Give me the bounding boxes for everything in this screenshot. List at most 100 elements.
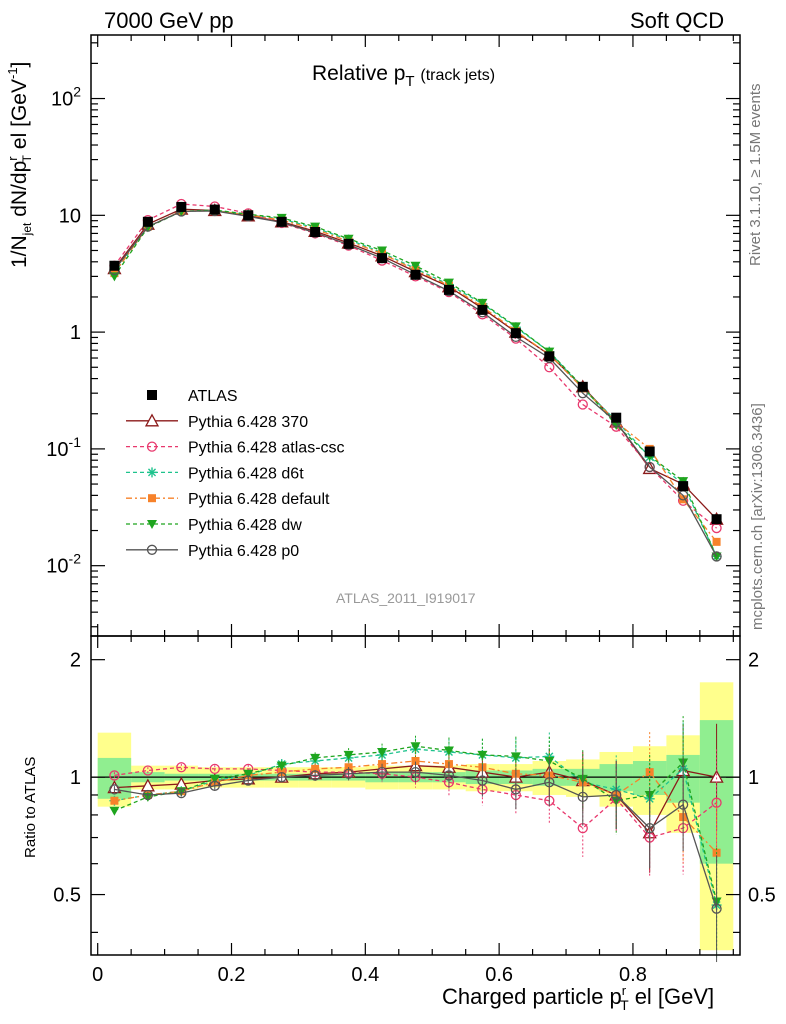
legend-label-pythia-6-428-default: Pythia 6.428 default (188, 491, 330, 508)
xlabel-sub: T (620, 997, 629, 1013)
legend-entry-pythia-6-428-370: Pythia 6.428 370 (126, 413, 308, 431)
ratio-point-pythia-6-428-atlas-csc (711, 797, 722, 808)
ratio-point-pythia-6-428-p0 (410, 766, 421, 778)
xlabel-a: Charged particle p (442, 984, 622, 1009)
ratio-point-pythia-6-428-p0 (376, 766, 388, 778)
data-point (577, 381, 588, 392)
ratio-point-pythia-6-428-p0 (644, 822, 655, 834)
legend-label-atlas: ATLAS (188, 388, 238, 405)
legend-marker-pythia-6-428-p0 (146, 544, 158, 555)
ratio-point-pythia-6-428-p0 (276, 771, 287, 783)
data-point (477, 304, 488, 315)
ratio-point-pythia-6-428-p0 (176, 787, 187, 799)
y-tick-label-10: 10 (59, 205, 81, 227)
ratio-point-pythia-6-428-default (311, 764, 320, 773)
ratio-point-pythia-6-428-p0 (611, 789, 622, 801)
ratio-point-pythia-6-428-p0 (577, 791, 588, 803)
x-tick-label: 0.2 (218, 964, 246, 986)
ratio-point-pythia-6-428-p0 (209, 780, 220, 791)
ratio-point-pythia-6-428-dw (209, 774, 220, 784)
legend-entry-atlas: ATLAS (147, 388, 238, 405)
y-tick-label-1e-2: 10-2 (46, 551, 81, 578)
ratio-point-pythia-6-428-p0 (142, 789, 154, 801)
ratio-ylabel: Ratio to ATLAS (22, 756, 39, 858)
ylabel-e: T (20, 155, 34, 163)
legend-marker-pythia-6-428-default (148, 494, 156, 503)
xlabel-sup: r (621, 983, 627, 998)
legend-label-pythia-6-428-p0: Pythia 6.428 p0 (188, 543, 299, 560)
data-point (243, 210, 254, 221)
title-main: Relative p (312, 62, 406, 85)
x-tick-label: 0.8 (619, 964, 647, 986)
x-tick-label: 0.4 (351, 964, 379, 986)
data-point (343, 238, 354, 249)
ratio-point-pythia-6-428-dw (243, 769, 254, 779)
data-point (510, 328, 521, 339)
rivet-label: Rivet 3.1.10, ≥ 1.5M events (747, 83, 764, 267)
ratio-point-pythia-6-428-dw (410, 742, 421, 752)
ratio-tick-label-right: 2 (748, 650, 759, 672)
data-point (109, 260, 120, 271)
data-point (678, 481, 689, 492)
plot-title: Relative pT (track jets) (312, 62, 496, 90)
title-suffix: (track jets) (420, 67, 496, 84)
ylabel-f: el [GeV (8, 79, 31, 150)
ratio-point-pythia-6-428-dw (343, 750, 354, 760)
data-point (611, 412, 622, 423)
x-tick-label: 0.6 (485, 964, 513, 986)
ylabel-b: jet (20, 222, 34, 236)
ratio-tick-label-right: 1 (748, 767, 759, 789)
ratio-point-pythia-6-428-p0 (544, 777, 555, 788)
ratio-point-pythia-6-428-p0 (677, 799, 689, 810)
ratio-point-pythia-6-428-dw (443, 746, 454, 756)
ratio-tick-label-left: 2 (70, 650, 81, 672)
data-point (276, 216, 287, 227)
ratio-tick-label-right: 0.5 (748, 885, 776, 907)
ratio-point-pythia-6-428-p0 (243, 775, 254, 786)
y-tick-label-1e2: 102 (51, 84, 81, 111)
data-point (142, 216, 153, 227)
series-point-pythia-6-428-dw (109, 272, 120, 282)
ratio-point-pythia-6-428-atlas-csc (109, 770, 120, 781)
series-point-pythia-6-428-dw (510, 322, 521, 332)
ylabel-a: 1/N (8, 235, 31, 268)
ratio-point-pythia-6-428-default (411, 756, 420, 765)
title-sub: T (405, 73, 415, 90)
data-point (310, 226, 321, 237)
data-point (544, 351, 555, 362)
ratio-point-pythia-6-428-p0 (109, 784, 120, 795)
series-point-pythia-6-428-atlas-csc (577, 399, 588, 410)
series-point-pythia-6-428-dw (377, 246, 388, 256)
legend: ATLAS Pythia 6.428 370 Pythia 6.428 atlas-… (126, 388, 345, 560)
data-point (711, 514, 722, 525)
legend-label-pythia-6-428-dw: Pythia 6.428 dw (188, 517, 302, 534)
ratio-point-pythia-6-428-default (110, 796, 119, 805)
legend-entry-pythia-6-428-dw: Pythia 6.428 dw (126, 517, 302, 534)
ratio-point-pythia-6-428-atlas-csc (142, 765, 154, 776)
ratio-point-pythia-6-428-p0 (510, 784, 522, 795)
ratio-point-pythia-6-428-p0 (343, 768, 354, 779)
ratio-point-pythia-6-428-dw (276, 761, 287, 771)
ratio-point-pythia-6-428-atlas-csc (209, 763, 220, 775)
legend-marker-atlas (147, 390, 157, 400)
legend-entry-pythia-6-428-p0: Pythia 6.428 p0 (126, 543, 299, 560)
atlas-data-points (109, 201, 722, 525)
series-point-pythia-6-428-dw (443, 278, 454, 288)
header-right: Soft QCD (630, 8, 725, 33)
legend-label-pythia-6-428-atlas-csc: Pythia 6.428 atlas-csc (188, 440, 345, 457)
ratio-point-pythia-6-428-atlas-csc (176, 762, 187, 773)
data-point (410, 269, 421, 280)
ratio-point-pythia-6-428-dw (109, 806, 120, 816)
series-point-pythia-6-428-default (712, 537, 721, 546)
ylabel-g: -1 (5, 67, 20, 80)
legend-entry-pythia-6-428-atlas-csc: Pythia 6.428 atlas-csc (126, 440, 345, 457)
legend-label-pythia-6-428-d6t: Pythia 6.428 d6t (188, 465, 304, 482)
ratio-point-pythia-6-428-dw (377, 747, 388, 757)
axis-ticks (91, 35, 740, 955)
legend-marker-pythia-6-428-370 (144, 413, 160, 427)
data-point (176, 201, 187, 212)
x-axis-title: Charged particle prT el [GeV] (442, 983, 714, 1013)
series-point-pythia-6-428-dw (611, 421, 622, 431)
y-tick-label-1: 1 (70, 322, 81, 344)
ratio-point-pythia-6-428-dw (477, 750, 488, 760)
